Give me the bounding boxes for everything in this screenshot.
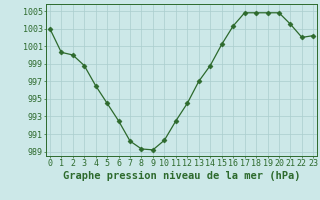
X-axis label: Graphe pression niveau de la mer (hPa): Graphe pression niveau de la mer (hPa): [63, 171, 300, 181]
